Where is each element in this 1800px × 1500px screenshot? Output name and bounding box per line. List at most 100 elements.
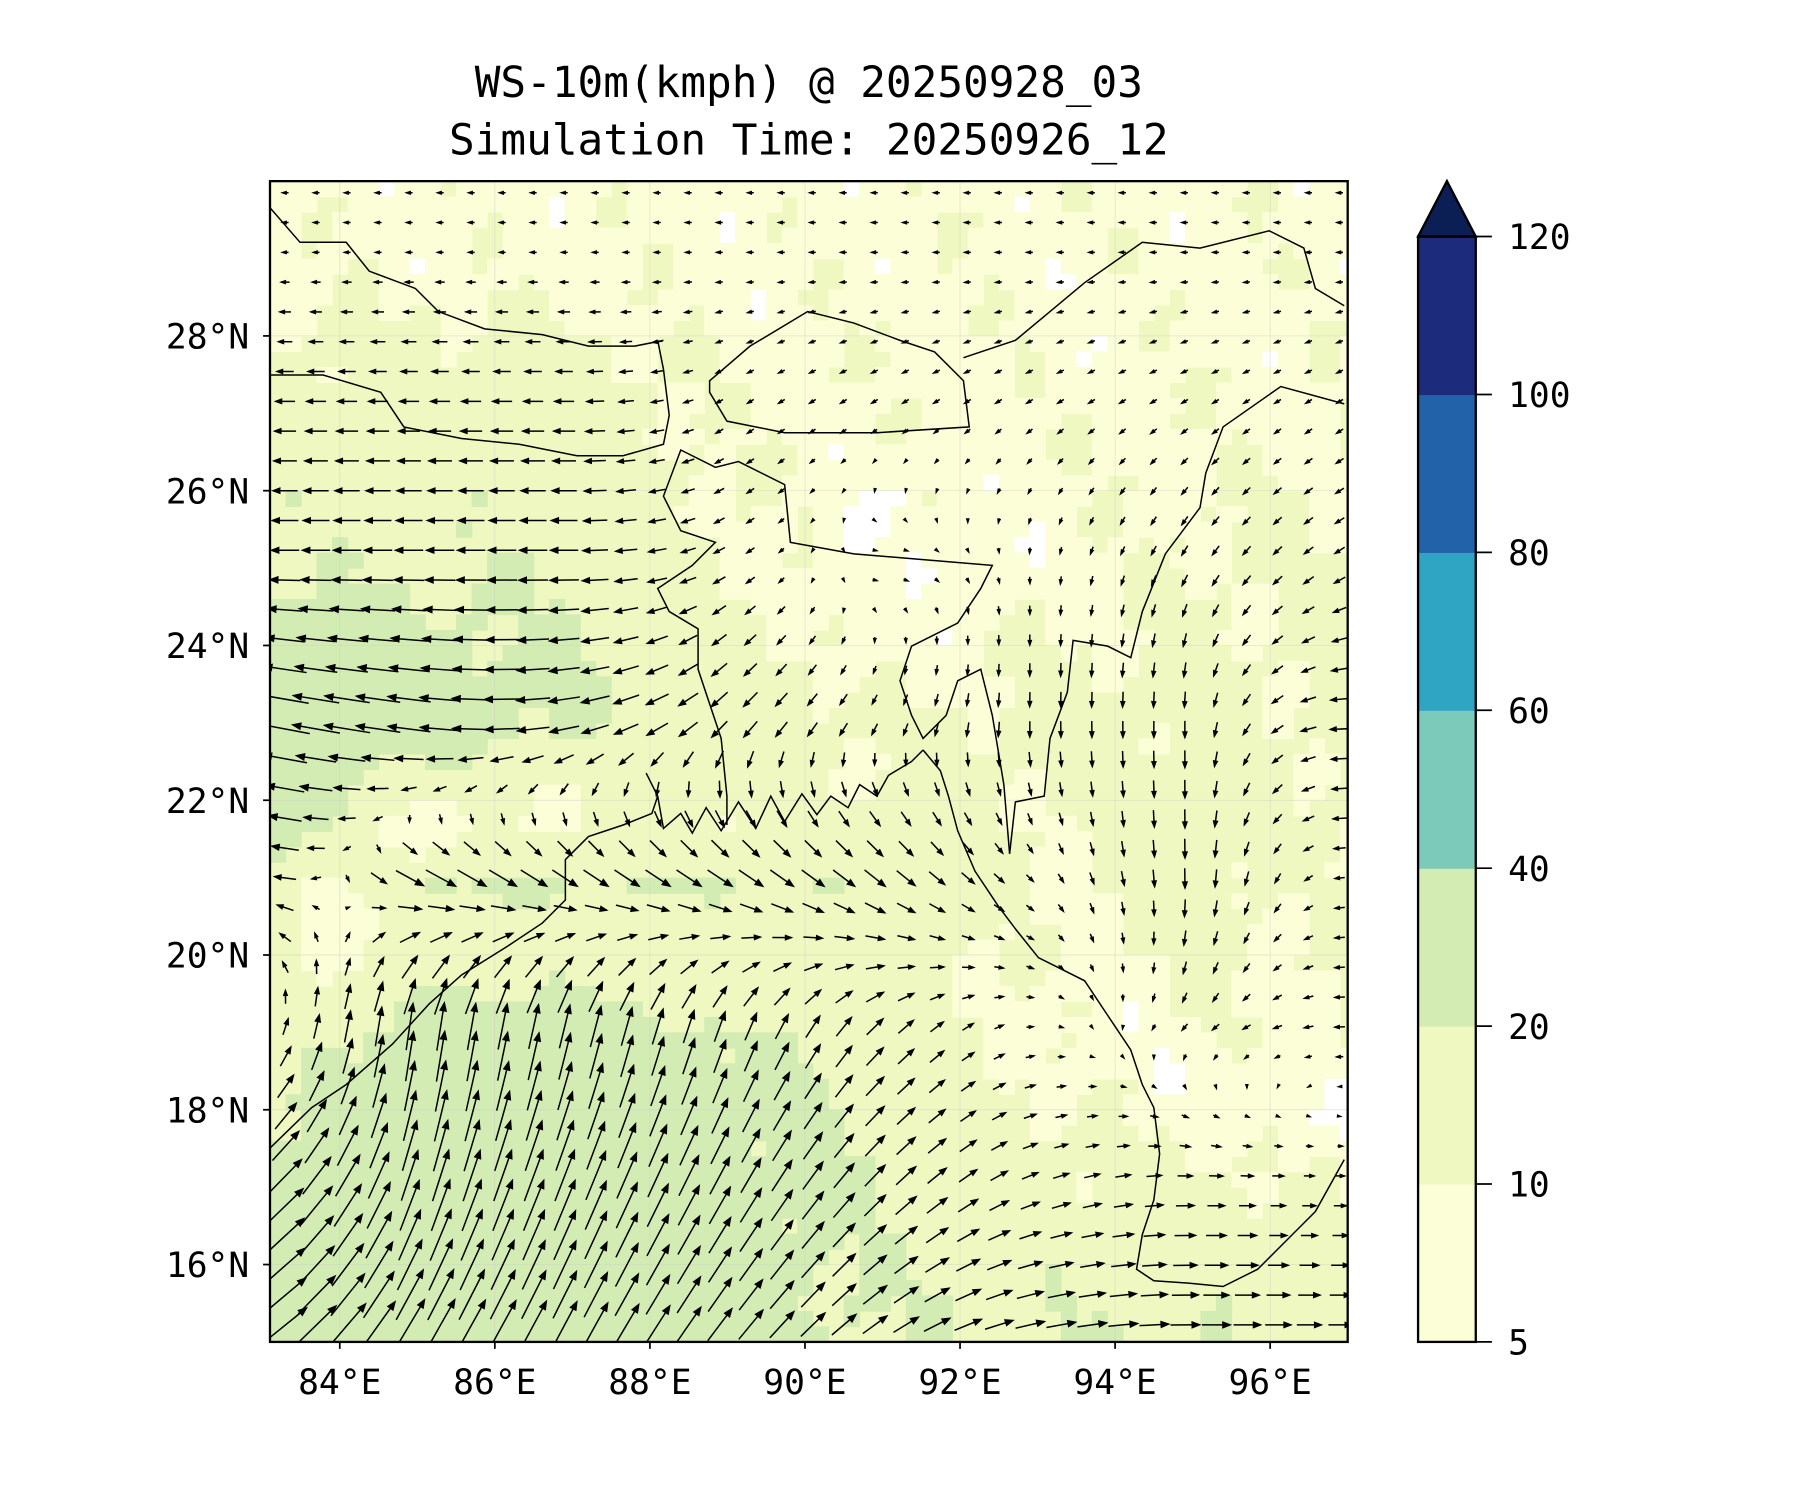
contour-cell — [874, 227, 891, 244]
contour-cell — [1138, 397, 1155, 414]
wind-arrow — [273, 398, 296, 405]
contour-cell — [704, 212, 721, 229]
contour-cell — [1169, 258, 1186, 275]
wind-arrow-head — [1148, 279, 1156, 285]
contour-cell — [905, 629, 922, 647]
contour-cell — [797, 1125, 814, 1142]
contour-cell — [1029, 413, 1047, 430]
contour-cell — [1122, 413, 1140, 430]
wind-arrow — [869, 190, 878, 195]
wind-arrow-head — [650, 339, 659, 345]
wind-arrow-head — [1328, 696, 1338, 703]
wind-arrow-head — [418, 694, 429, 703]
contour-cell — [440, 707, 457, 724]
contour-cell — [456, 212, 473, 229]
contour-cell — [998, 258, 1015, 275]
contour-cell — [890, 475, 907, 492]
contour-cell — [1308, 459, 1326, 476]
contour-cell — [1184, 552, 1202, 569]
contour-cell — [657, 1078, 674, 1095]
contour-cell — [688, 1140, 705, 1157]
wind-arrow — [931, 309, 940, 314]
wind-arrow-head — [714, 250, 722, 255]
wind-arrow-head — [496, 279, 504, 285]
myanmar-india-border — [1008, 385, 1345, 854]
contour-cell — [781, 351, 798, 368]
contour-cell — [657, 1202, 674, 1219]
contour-cell — [750, 428, 767, 445]
contour-cell — [890, 583, 907, 600]
contour-cell — [1339, 537, 1348, 554]
contour-cell — [564, 722, 581, 740]
contour-cell — [905, 645, 922, 662]
wind-arrow-head — [614, 517, 624, 525]
contour-cell — [859, 196, 876, 213]
wind-arrow-head — [838, 220, 846, 225]
wind-arrow-head — [900, 279, 908, 285]
contour-cell — [998, 490, 1015, 507]
contour-cell — [1277, 459, 1295, 476]
contour-cell — [1215, 568, 1233, 585]
contour-cell — [843, 428, 860, 445]
contour-cell — [518, 243, 535, 260]
contour-cell — [874, 506, 891, 523]
wind-arrow-head — [1270, 667, 1279, 675]
contour-cell — [440, 1109, 457, 1126]
contour-cell — [1061, 1342, 1077, 1358]
contour-cell — [1122, 181, 1140, 198]
contour-cell — [301, 274, 318, 291]
wind-arrow-head — [962, 220, 970, 225]
wind-arrow-head — [270, 605, 277, 614]
contour-cell — [890, 521, 907, 538]
contour-cell — [1339, 1063, 1348, 1080]
contour-cell — [828, 397, 845, 414]
contour-cell — [750, 335, 767, 353]
contour-cell — [750, 568, 767, 585]
wind-arrow-head — [354, 723, 366, 732]
contour-cell — [1339, 1171, 1348, 1188]
contour-cell — [502, 1218, 519, 1235]
contour-cell — [998, 568, 1015, 585]
wind-arrow — [1057, 457, 1064, 466]
contour-cell — [921, 1310, 938, 1328]
wind-arrow-head — [1179, 220, 1187, 225]
contour-cell — [502, 227, 519, 244]
wind-arrow-head — [520, 427, 530, 435]
contour-cell — [285, 274, 302, 291]
contour-cell — [270, 1295, 287, 1312]
contour-cell — [1339, 1047, 1348, 1065]
contour-cell — [797, 227, 814, 244]
contour-cell — [1324, 506, 1341, 523]
wind-arrow — [1179, 190, 1188, 195]
wind-arrow-head — [1180, 519, 1187, 527]
contour-cell — [394, 196, 411, 213]
contour-cell — [1184, 1140, 1202, 1157]
contour-cell — [456, 1233, 473, 1250]
wind-arrow-head — [322, 722, 334, 731]
wind-arrow-head — [1180, 488, 1187, 496]
contour-cell — [611, 320, 628, 337]
contour-cell — [1060, 521, 1078, 538]
contour-cell — [1184, 304, 1202, 322]
wind-arrow — [271, 457, 297, 465]
wind-arrow-head — [1241, 220, 1249, 225]
wind-arrow — [838, 722, 849, 737]
contour-cell — [1060, 1326, 1078, 1342]
contour-cell — [1277, 707, 1295, 724]
wind-arrow-head — [581, 517, 592, 525]
contour-cell — [1091, 1001, 1109, 1018]
contour-cell — [1184, 583, 1202, 600]
contour-cell — [874, 568, 891, 585]
wind-arrow — [370, 309, 385, 315]
contour-cell — [1091, 212, 1109, 229]
contour-cell — [673, 1280, 690, 1297]
contour-cell — [518, 181, 535, 198]
wind-arrow-head — [1150, 761, 1157, 770]
contour-cell — [1107, 1001, 1124, 1018]
wind-arrow — [519, 457, 545, 465]
wind-arrow — [300, 546, 331, 555]
wind-arrow-head — [270, 634, 275, 643]
contour-cell — [1060, 1295, 1078, 1312]
contour-cell — [1169, 1016, 1186, 1034]
contour-cell — [611, 1249, 628, 1266]
